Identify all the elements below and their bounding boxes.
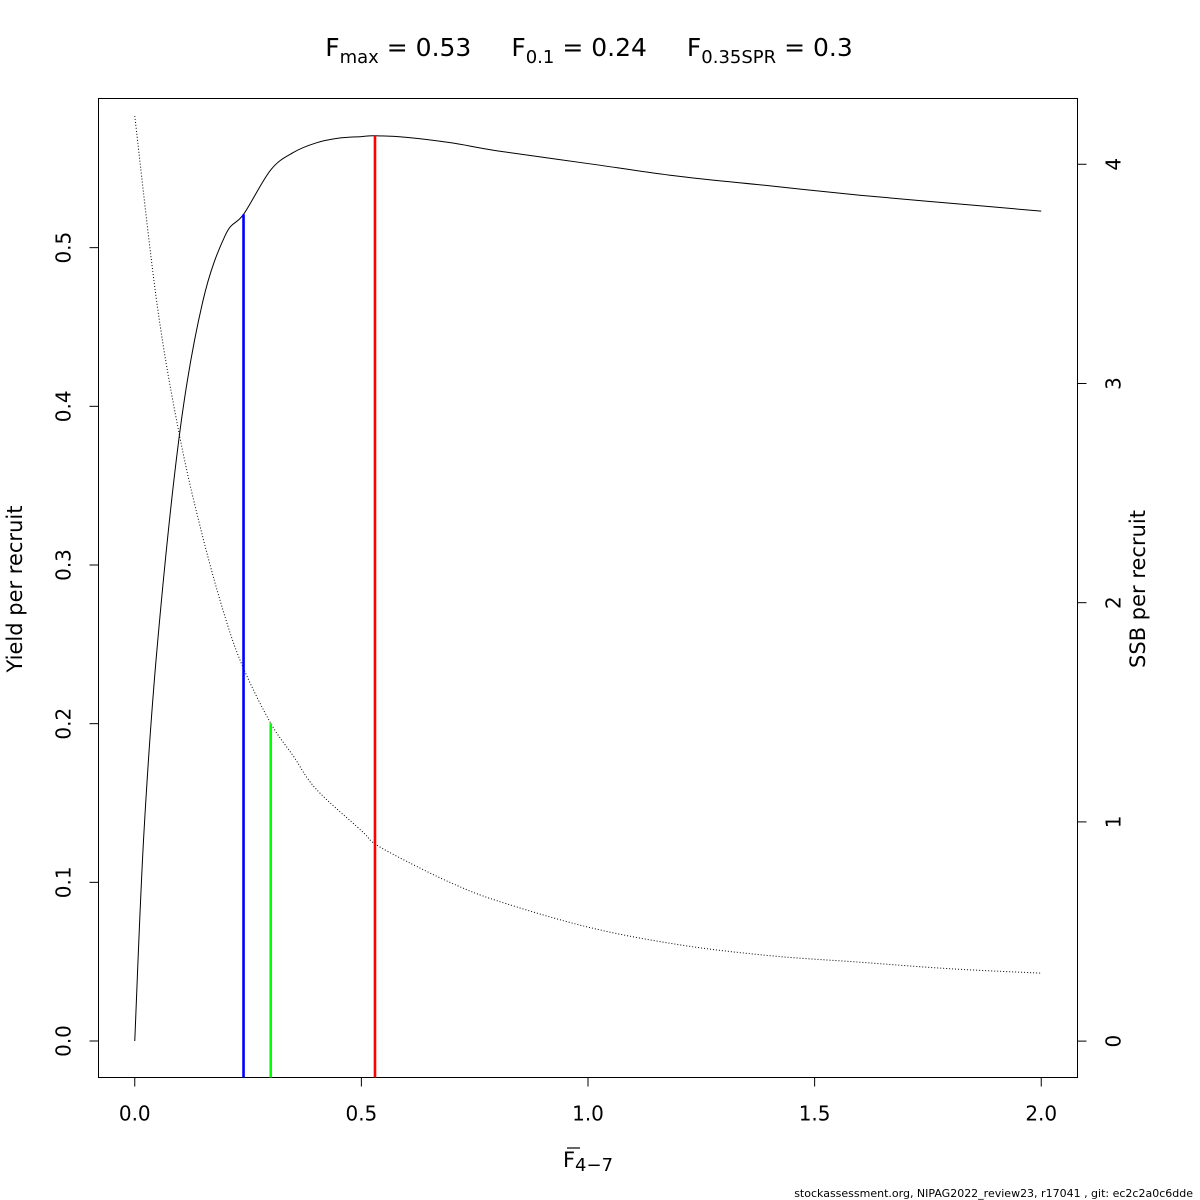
y-tick-label: 0.0 xyxy=(52,1025,76,1057)
y2-tick-label: 0 xyxy=(1102,1035,1126,1048)
x-axis-title-sub: 4−7 xyxy=(575,1155,613,1176)
y2-tick-label: 1 xyxy=(1102,816,1126,829)
title-fspr-value: = 0.3 xyxy=(776,33,853,62)
x-tick-label: 1.5 xyxy=(799,1102,831,1126)
y-axis-title: Yield per recruit xyxy=(3,506,27,674)
y2-axis-title: SSB per recruit xyxy=(1126,510,1150,668)
y-tick-label: 0.2 xyxy=(52,708,76,740)
title-f01-main: F xyxy=(511,33,525,62)
chart-title: Fmax = 0.53 F0.1 = 0.24 F0.35SPR = 0.3 xyxy=(325,33,853,68)
x-tick-label: 0.0 xyxy=(119,1102,151,1126)
title-fmax-sub: max xyxy=(340,47,380,68)
y-tick-label: 0.3 xyxy=(52,549,76,581)
x-axis-title: F4−7 xyxy=(563,1148,613,1176)
title-fmax-value: = 0.53 xyxy=(379,33,472,62)
title-fmax-main: F xyxy=(325,33,339,62)
y2-tick-label: 2 xyxy=(1102,596,1126,609)
x-tick-label: 0.5 xyxy=(345,1102,377,1126)
x-tick-label: 2.0 xyxy=(1025,1102,1057,1126)
yield-per-recruit-line xyxy=(134,135,1042,1042)
title-fspr-main: F xyxy=(687,33,701,62)
y-tick-label: 0.4 xyxy=(52,390,76,422)
title-fspr-sub: 0.35SPR xyxy=(701,47,776,68)
footer-text: stockassessment.org, NIPAG2022_review23,… xyxy=(794,1187,1193,1200)
title-f01-value: = 0.24 xyxy=(554,33,647,62)
x-axis-title-main: F xyxy=(563,1148,575,1172)
y-tick-label: 0.1 xyxy=(52,866,76,898)
y2-tick-label: 3 xyxy=(1102,377,1126,390)
x-tick-label: 1.0 xyxy=(572,1102,604,1126)
y2-tick-label: 4 xyxy=(1102,158,1126,171)
title-f01-sub: 0.1 xyxy=(526,47,555,68)
y-tick-label: 0.5 xyxy=(52,232,76,264)
plot-frame xyxy=(98,98,1078,1078)
